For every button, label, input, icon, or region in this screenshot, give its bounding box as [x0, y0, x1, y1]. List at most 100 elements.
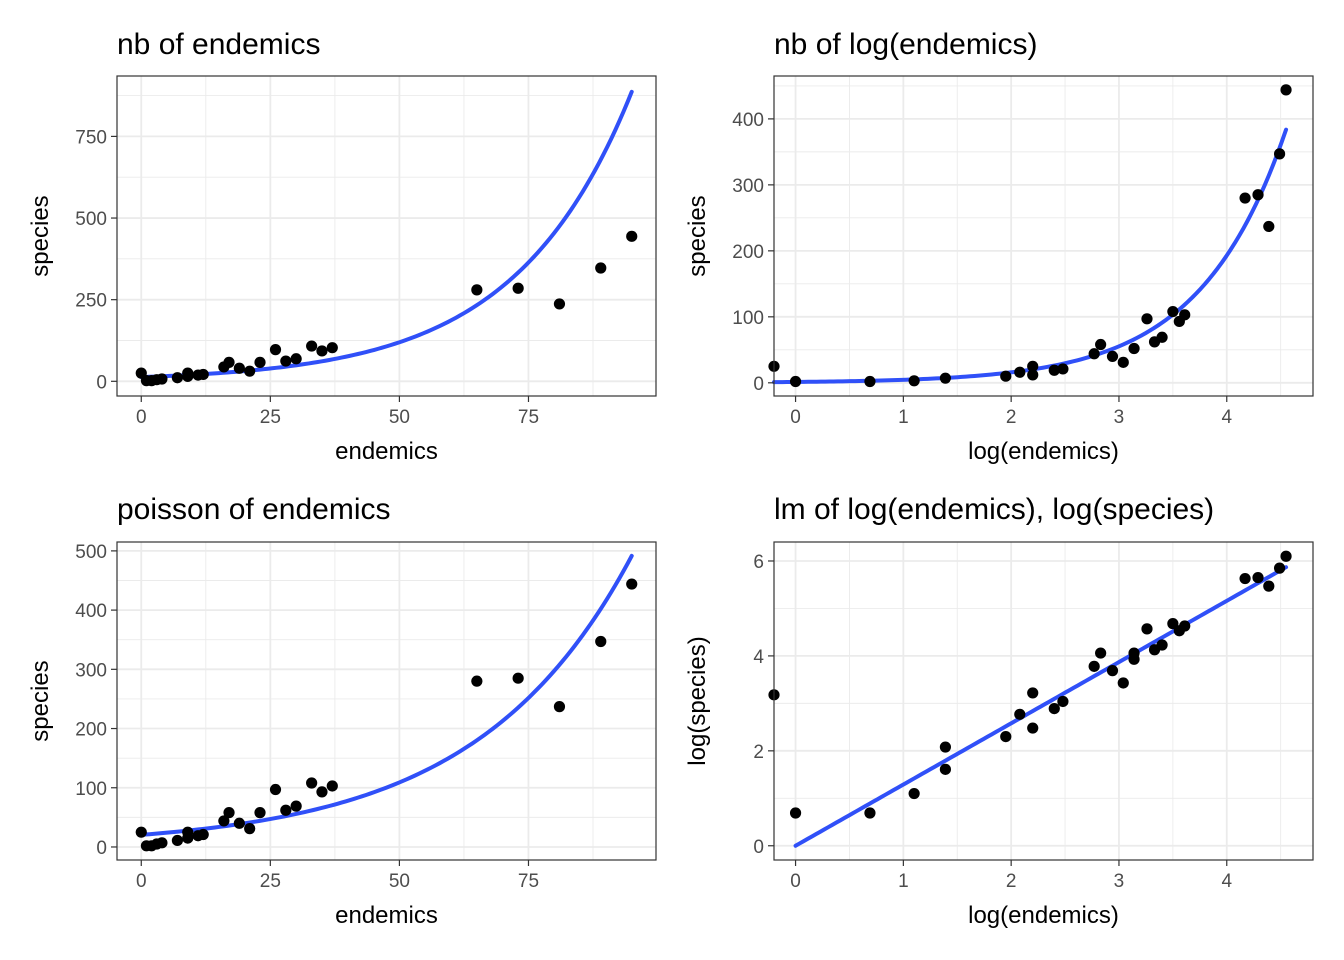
data-point [595, 635, 607, 648]
data-point [306, 340, 318, 352]
data-point [280, 804, 292, 816]
data-point [1106, 665, 1119, 677]
data-point [1048, 702, 1060, 715]
data-point [512, 282, 524, 294]
x-tick-label: 25 [260, 407, 281, 428]
y-tick-label: 4 [753, 647, 764, 668]
y-tick-label: 2 [753, 742, 764, 763]
y-tick-label: 0 [753, 837, 764, 858]
y-tick-label: 750 [75, 127, 107, 148]
data-point [1179, 309, 1191, 321]
data-point [326, 342, 338, 354]
points [135, 230, 638, 387]
x-tick-label: 75 [518, 407, 539, 428]
y-tick-label: 400 [75, 601, 107, 622]
panel-title: nb of endemics [117, 28, 320, 61]
y-tick-label: 0 [96, 372, 107, 393]
data-point [244, 823, 256, 835]
data-point [1252, 571, 1264, 584]
data-point [1014, 708, 1026, 720]
data-point [326, 780, 338, 792]
x-tick-label: 2 [1006, 871, 1017, 892]
panel-border [116, 541, 657, 861]
data-point [789, 807, 802, 819]
data-point [471, 284, 483, 296]
y-axis-label: species [684, 195, 711, 276]
data-point [1263, 580, 1275, 592]
data-point [1128, 342, 1140, 355]
data-point [223, 807, 235, 819]
panel-lm-log-log: lm of log(endemics), log(species) log(en… [684, 493, 1314, 929]
data-point [306, 777, 318, 789]
panel-title: lm of log(endemics), log(species) [774, 493, 1214, 526]
data-point [223, 356, 235, 368]
y-tick-label: 200 [75, 720, 107, 741]
data-point [233, 362, 245, 374]
data-point [1167, 618, 1179, 630]
data-point [1141, 313, 1153, 325]
data-point [156, 373, 168, 385]
data-point [1057, 695, 1069, 708]
fit-line [139, 89, 634, 380]
x-tick-label: 3 [1114, 407, 1125, 428]
data-point [290, 800, 302, 812]
data-point [1141, 623, 1153, 635]
data-point [290, 353, 302, 365]
data-point [939, 763, 952, 775]
data-point [864, 375, 876, 388]
x-axis-label: log(endemics) [968, 438, 1119, 465]
data-point [1027, 687, 1039, 699]
data-point [1117, 356, 1129, 368]
panel-title: nb of log(endemics) [774, 28, 1037, 61]
data-point [1280, 550, 1292, 562]
data-point [595, 262, 607, 274]
y-tick-label: 0 [96, 838, 107, 859]
grid [117, 76, 656, 396]
points [768, 550, 1292, 819]
x-tick-label: 3 [1114, 871, 1125, 892]
grid [117, 542, 656, 860]
panel-poisson-endemics: poisson of endemics endemics species 0 25… [27, 493, 657, 929]
x-tick-label: 0 [790, 871, 801, 892]
data-point [1128, 647, 1140, 659]
data-point [1252, 189, 1264, 201]
data-point [1117, 677, 1129, 689]
data-point [1014, 366, 1026, 378]
y-tick-label: 500 [75, 209, 107, 230]
data-point [1239, 572, 1251, 585]
data-point [1095, 338, 1107, 351]
y-axis-label: log(species) [684, 636, 711, 765]
data-point [1000, 370, 1012, 382]
x-tick-label: 4 [1221, 871, 1232, 892]
grid [774, 542, 1313, 860]
y-tick-label: 500 [75, 542, 107, 563]
panel-border [773, 541, 1314, 861]
data-point [1280, 84, 1292, 96]
data-point [1027, 369, 1039, 381]
x-tick-label: 50 [389, 871, 410, 892]
data-point [182, 826, 194, 838]
data-point [1167, 305, 1179, 318]
data-point [182, 367, 194, 379]
data-point [171, 372, 184, 384]
data-point [233, 817, 245, 829]
x-tick-label: 4 [1221, 407, 1232, 428]
data-point [553, 701, 566, 713]
x-tick-label: 25 [260, 871, 281, 892]
data-point [244, 365, 256, 377]
data-point [1273, 148, 1286, 160]
data-point [1027, 360, 1039, 372]
data-point [512, 672, 524, 684]
data-point [1156, 331, 1168, 343]
y-tick-label: 300 [75, 660, 107, 681]
panel-title: poisson of endemics [117, 493, 391, 526]
data-point [316, 345, 328, 357]
data-point [280, 355, 292, 367]
y-tick-label: 0 [753, 374, 764, 395]
data-point [1106, 350, 1119, 363]
x-tick-label: 50 [389, 407, 410, 428]
x-tick-label: 0 [136, 407, 147, 428]
data-point [626, 230, 638, 242]
data-point [471, 675, 483, 687]
